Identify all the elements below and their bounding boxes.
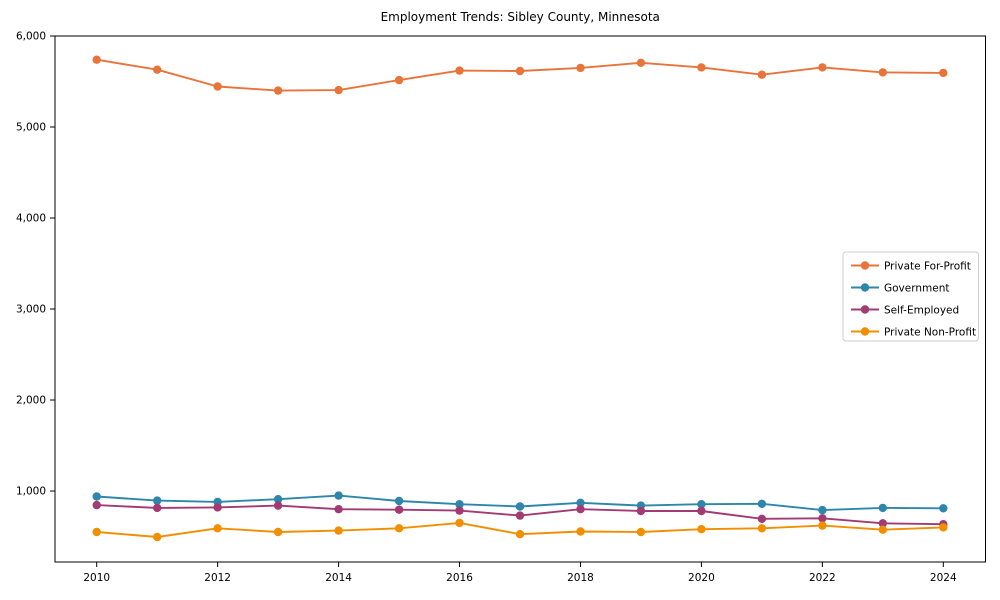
x-tick-label: 2018	[567, 572, 594, 584]
data-point-private-non-profit	[153, 532, 162, 542]
data-point-private-non-profit	[697, 525, 706, 534]
data-point-private-for-profit	[213, 82, 222, 91]
data-point-self-employed	[576, 505, 585, 514]
legend-marker-private-non-profit	[860, 327, 870, 336]
x-tick-label: 2022	[809, 572, 836, 584]
data-point-government	[273, 495, 283, 504]
y-tick-label: 3,000	[16, 304, 46, 316]
data-point-private-for-profit	[576, 63, 585, 73]
data-point-government	[576, 498, 585, 507]
legend-marker-self-employed	[860, 305, 870, 314]
data-point-government	[455, 500, 464, 509]
x-tick-label: 2012	[204, 572, 231, 584]
data-point-self-employed	[818, 514, 827, 523]
data-point-government	[697, 500, 706, 509]
data-point-self-employed	[697, 506, 706, 516]
data-point-private-for-profit	[455, 66, 464, 75]
data-point-private-non-profit	[455, 518, 464, 528]
legend-box	[842, 251, 979, 342]
data-point-private-for-profit	[878, 68, 887, 77]
data-point-private-non-profit	[878, 525, 887, 534]
data-point-government	[818, 505, 827, 515]
data-point-government	[153, 496, 162, 505]
x-tick-label: 2016	[446, 572, 473, 584]
y-tick-label: 2,000	[16, 395, 46, 407]
y-tick-label: 5,000	[16, 122, 46, 134]
data-point-private-for-profit	[757, 70, 767, 79]
data-point-self-employed	[153, 503, 162, 513]
data-point-private-for-profit	[92, 55, 101, 64]
legend-label-private-for-profit: Private For-Profit	[884, 260, 971, 272]
data-point-private-non-profit	[576, 527, 585, 536]
data-point-private-for-profit	[636, 58, 646, 67]
data-point-private-non-profit	[273, 527, 283, 537]
data-point-private-non-profit	[818, 521, 827, 530]
x-tick-label: 2024	[930, 572, 957, 584]
legend-marker-private-for-profit	[860, 261, 870, 270]
data-point-private-non-profit	[636, 527, 646, 537]
data-point-self-employed	[92, 500, 101, 510]
data-point-private-non-profit	[939, 523, 948, 532]
data-point-private-non-profit	[92, 527, 101, 537]
data-point-private-non-profit	[213, 524, 222, 533]
plot-box	[54, 35, 986, 563]
data-point-self-employed	[878, 519, 887, 528]
data-point-self-employed	[213, 503, 222, 512]
data-point-private-for-profit	[394, 75, 404, 85]
chart-title: Employment Trends: Sibley County, Minnes…	[381, 10, 660, 24]
data-point-private-non-profit	[757, 524, 767, 533]
data-point-private-for-profit	[939, 68, 948, 78]
x-tick-label: 2014	[325, 572, 352, 584]
data-point-government	[878, 503, 887, 513]
data-point-private-for-profit	[818, 63, 827, 72]
data-point-private-for-profit	[153, 65, 162, 74]
data-point-self-employed	[394, 505, 404, 514]
data-point-self-employed	[636, 506, 646, 516]
x-tick-label: 2020	[688, 572, 715, 584]
y-tick-label: 6,000	[16, 31, 46, 43]
data-point-private-for-profit	[515, 66, 525, 76]
data-point-government	[515, 502, 525, 511]
data-point-private-non-profit	[394, 524, 404, 533]
data-point-self-employed	[334, 505, 343, 514]
data-point-private-for-profit	[697, 63, 706, 72]
data-point-self-employed	[273, 501, 283, 510]
data-point-government	[394, 496, 404, 506]
data-point-private-non-profit	[334, 526, 343, 535]
data-point-government	[757, 499, 767, 508]
x-tick-label: 2010	[83, 572, 110, 584]
legend-label-government: Government	[884, 282, 949, 294]
data-point-private-non-profit	[515, 530, 525, 539]
data-point-private-for-profit	[273, 86, 283, 95]
data-point-government	[939, 504, 948, 513]
data-point-self-employed	[757, 514, 767, 523]
legend-marker-government	[860, 283, 870, 292]
data-point-self-employed	[455, 506, 464, 515]
y-tick-label: 1,000	[16, 486, 46, 498]
data-point-private-for-profit	[334, 85, 343, 95]
data-point-government	[334, 491, 343, 500]
data-point-self-employed	[515, 511, 525, 520]
y-tick-label: 4,000	[16, 213, 46, 225]
data-point-government	[92, 492, 101, 501]
legend-label-self-employed: Self-Employed	[884, 304, 959, 316]
legend-label-private-non-profit: Private Non-Profit	[884, 326, 976, 338]
